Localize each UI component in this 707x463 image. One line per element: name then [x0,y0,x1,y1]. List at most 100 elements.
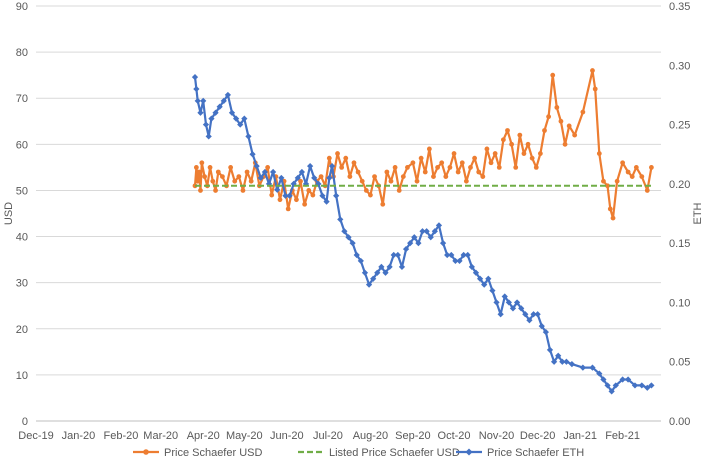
data-point [228,109,236,116]
data-point [550,72,556,78]
legend-label: Price Schaefer ETH [487,447,584,459]
data-point [525,141,531,147]
data-point [244,169,250,175]
x-tick-label: Dec-19 [18,430,53,442]
data-point [443,174,449,180]
data-point [240,188,246,193]
data-point [208,115,215,122]
y-tick-label: 30 [16,278,28,290]
data-point [431,228,438,235]
data-point [390,251,397,259]
data-point [533,164,539,170]
y-tick-label: 90 [16,1,28,13]
data-point [505,128,510,133]
data-point [274,186,281,193]
data-point [481,281,488,288]
data-point [210,178,216,184]
data-point [492,151,498,156]
x-tick-label: Mar-20 [143,430,178,442]
data-point [193,85,200,93]
data-point [310,192,316,198]
data-point [414,178,420,184]
data-point [542,128,547,133]
data-point [610,215,616,221]
data-point [249,151,256,158]
data-point [237,121,244,128]
data-point [489,287,496,294]
data-point [220,97,227,104]
data-point [368,192,373,198]
data-point [500,137,506,143]
y-tick-label: 0 [22,416,28,428]
y-axis-right-ticks: 0.00 0.05 0.10 0.15 0.20 0.25 0.30 0.35 [669,1,690,428]
data-point [326,155,332,161]
data-point [207,164,213,170]
x-tick-label: Sep-20 [395,430,430,442]
data-point [265,164,271,170]
data-point [198,188,203,193]
data-point [339,164,345,170]
data-point [294,197,299,203]
data-point [529,155,535,161]
data-point [644,384,651,391]
x-tick-label: Jul-20 [313,430,343,442]
data-point [197,109,204,116]
x-axis-ticks: Dec-19 Jan-20 Feb-20 Mar-20 Apr-20 May-20 Jun-… [18,430,640,442]
data-point [447,164,453,170]
legend-marker [465,448,473,456]
data-point [357,257,364,265]
legend-label: Price Schaefer USD [164,447,262,459]
data-point [644,188,650,193]
data-point [270,168,277,176]
data-point [298,178,303,184]
data-point [205,133,212,140]
data-point [333,192,340,199]
data-point [405,164,410,170]
data-point [400,174,406,180]
data-point [639,174,645,180]
y2-tick-label: 0.15 [669,238,690,250]
data-point [431,174,436,180]
data-point [306,188,312,193]
data-point [216,103,223,110]
data-point [318,174,324,180]
x-tick-label: May-20 [226,430,263,442]
data-point [269,192,275,198]
x-tick-label: Feb-20 [104,430,139,442]
data-point [191,74,199,81]
data-point [614,178,620,184]
data-point [363,188,369,193]
x-tick-label: Nov-20 [479,430,514,442]
data-point [562,141,568,147]
x-tick-label: Aug-20 [353,430,388,442]
data-point [509,141,515,147]
series-layer [191,68,655,395]
data-point [195,178,201,184]
data-point [422,169,428,175]
data-point [534,311,541,318]
y2-tick-label: 0.35 [669,1,690,13]
data-point [418,155,424,161]
series-line [193,76,652,393]
data-point [307,162,314,170]
y2-tick-label: 0.05 [669,357,690,369]
data-point [476,169,482,175]
data-point [361,269,369,276]
data-point [341,228,348,235]
data-point [192,183,198,189]
data-point [335,151,340,156]
data-point [497,311,504,318]
data-point [612,382,619,389]
y2-tick-label: 0.20 [669,179,690,191]
grid [36,5,661,376]
y-tick-label: 60 [16,139,28,151]
data-point [589,364,596,371]
data-point [496,164,502,170]
x-tick-label: Dec-20 [520,430,555,442]
data-point [236,174,242,180]
legend-marker [143,449,149,455]
data-point [359,178,365,184]
data-point [546,114,552,120]
data-point [343,155,349,161]
